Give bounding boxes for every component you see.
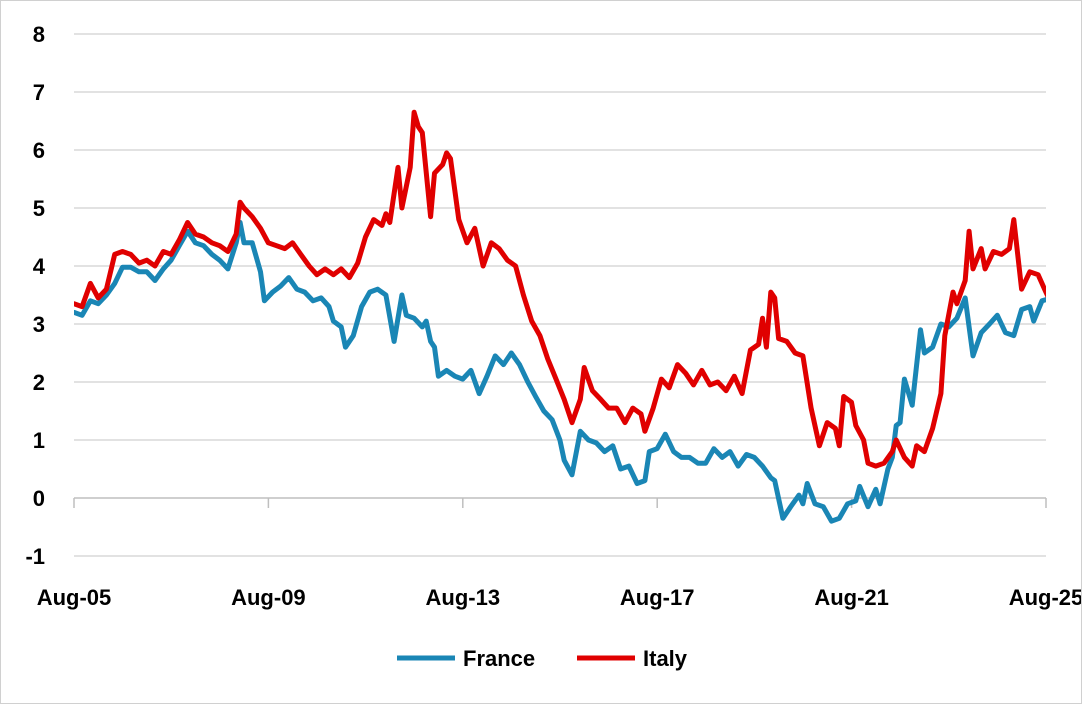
- y-tick-label: 3: [33, 312, 45, 337]
- x-tick-label: Aug-17: [620, 585, 695, 610]
- y-tick-label: 5: [33, 196, 45, 221]
- gridlines: [74, 33, 1046, 557]
- x-tick-label: Aug-13: [426, 585, 501, 610]
- legend-label-france: France: [463, 646, 535, 671]
- x-axis-tick-labels: Aug-05 Aug-09 Aug-13 Aug-17 Aug-21 Aug-25: [37, 585, 1082, 610]
- x-axis: [73, 497, 1047, 508]
- y-tick-label: 4: [33, 254, 46, 279]
- series-lines: [74, 109, 1046, 524]
- x-tick-label: Aug-05: [37, 585, 112, 610]
- series-line-italy: [74, 109, 1046, 469]
- y-tick-label: 7: [33, 80, 45, 105]
- y-tick-label: 1: [33, 428, 45, 453]
- y-tick-label: 8: [33, 22, 45, 47]
- x-tick-label: Aug-09: [231, 585, 306, 610]
- y-tick-label: 2: [33, 370, 45, 395]
- x-tick-label: Aug-21: [814, 585, 889, 610]
- y-axis-tick-labels: -1 0 1 2 3 4 5 6 7 8: [25, 22, 45, 569]
- y-tick-label: -1: [25, 544, 45, 569]
- legend-label-italy: Italy: [643, 646, 688, 671]
- y-tick-label: 0: [33, 486, 45, 511]
- x-tick-label: Aug-25: [1009, 585, 1081, 610]
- y-tick-label: 6: [33, 138, 45, 163]
- series-line-france: [74, 220, 1046, 524]
- legend: France Italy: [397, 646, 688, 671]
